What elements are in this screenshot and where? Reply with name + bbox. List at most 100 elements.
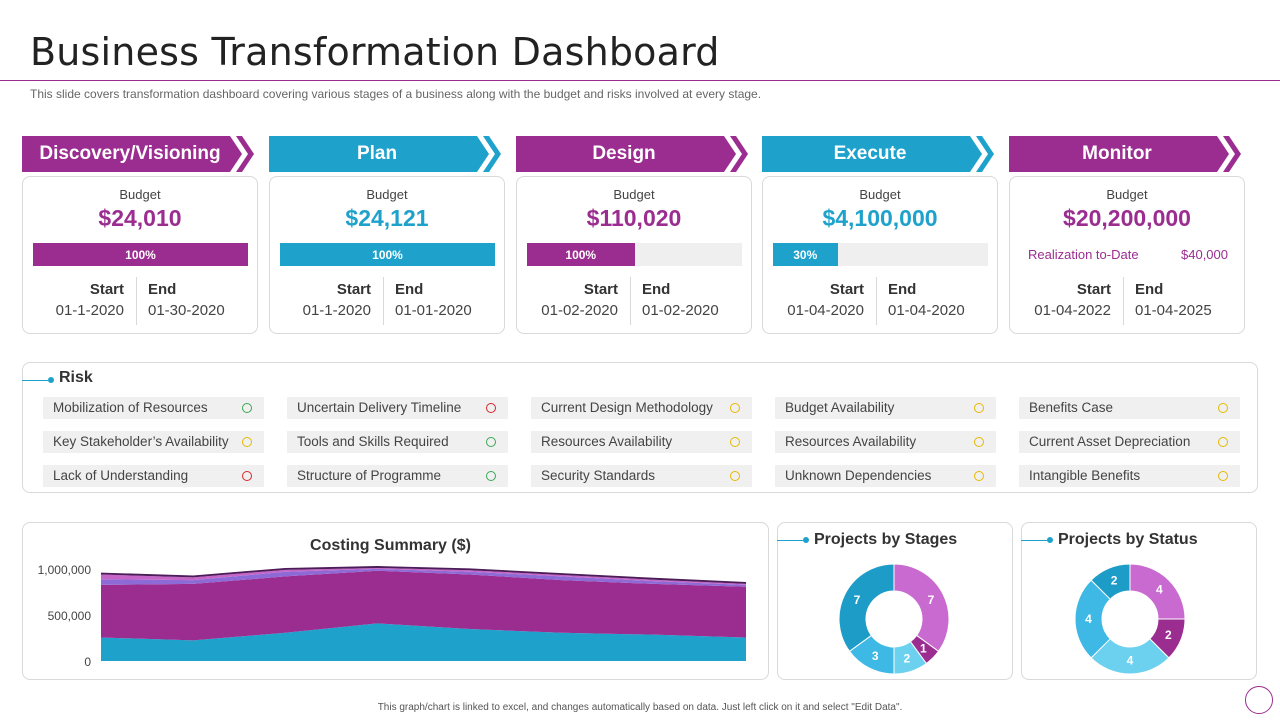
end-value: 01-01-2020 — [395, 302, 472, 319]
area-series-3[interactable] — [101, 567, 746, 585]
stage-card: Budget $24,121 100% Start 01-1-2020 End 01-01-… — [269, 176, 505, 334]
risk-item: Budget Availability — [775, 397, 996, 419]
budget-value: $24,010 — [98, 205, 182, 231]
progress-bar: 100% — [280, 243, 495, 266]
risk-item: Tools and Skills Required — [287, 431, 508, 453]
end-label: End — [148, 281, 177, 298]
realization-row: Realization to-Date $40,000 — [1028, 247, 1228, 262]
start-value: 01-04-2022 — [1034, 302, 1111, 319]
risk-item-label: Security Standards — [541, 468, 656, 483]
stage-header: Plan — [269, 136, 505, 172]
donut-data-label: 2 — [1111, 574, 1118, 588]
end-label: End — [888, 281, 917, 298]
end-value: 01-02-2020 — [642, 302, 719, 319]
progress-fill: 30% — [773, 243, 838, 266]
risk-item-label: Unknown Dependencies — [785, 468, 932, 483]
end-value: 01-30-2020 — [148, 302, 225, 319]
area-series-0[interactable] — [101, 623, 746, 661]
risk-item: Benefits Case — [1019, 397, 1240, 419]
risk-item: Security Standards — [531, 465, 752, 487]
title-divider — [0, 80, 1280, 81]
status-circle-icon — [1218, 403, 1228, 413]
end-date: End 01-04-2025 — [1135, 281, 1212, 319]
budget-value: $4,100,000 — [822, 205, 938, 231]
stage-0: Discovery/Visioning Budget $24,010 100% Star… — [22, 136, 258, 334]
donut-data-label: 2 — [1165, 628, 1172, 642]
start-label: Start — [829, 281, 864, 298]
costing-area-chart[interactable] — [101, 559, 761, 669]
budget-label: Budget — [119, 187, 161, 202]
risk-item-label: Intangible Benefits — [1029, 468, 1141, 483]
risk-item-label: Resources Availability — [541, 434, 673, 449]
donut-slice[interactable] — [893, 563, 950, 653]
area-series-1[interactable] — [101, 570, 746, 641]
donut-data-label: 7 — [854, 593, 861, 607]
progress-bar: 100% — [33, 243, 248, 266]
status-circle-icon — [486, 437, 496, 447]
risk-item: Unknown Dependencies — [775, 465, 996, 487]
status-circle-icon — [974, 403, 984, 413]
projects-by-status-donut[interactable]: 4 2 4 4 2 — [1070, 559, 1190, 679]
progress-fill: 100% — [280, 243, 495, 266]
start-value: 01-1-2020 — [55, 302, 124, 319]
budget-label: Budget — [366, 187, 408, 202]
risk-item-label: Current Design Methodology — [541, 400, 713, 415]
end-value: 01-04-2025 — [1135, 302, 1212, 319]
budget-value: $24,121 — [345, 205, 429, 231]
risk-item: Current Design Methodology — [531, 397, 752, 419]
end-value: 01-04-2020 — [888, 302, 965, 319]
projects-by-status-panel[interactable]: Projects by Status 4 2 4 4 2 — [1021, 522, 1257, 680]
status-circle-icon — [730, 403, 740, 413]
area-series-4[interactable] — [101, 566, 746, 584]
donut-data-label: 7 — [928, 593, 935, 607]
date-range: Start 01-02-2020 End 01-02-2020 — [517, 277, 751, 327]
donut-data-label: 3 — [872, 649, 879, 663]
status-circle-icon — [242, 403, 252, 413]
date-range: Start 01-1-2020 End 01-30-2020 — [23, 277, 257, 327]
budget-label: Budget — [613, 187, 655, 202]
y-tick-label: 500,000 — [47, 609, 91, 623]
donut-data-label: 2 — [903, 651, 910, 665]
start-date: Start 01-04-2022 — [1034, 281, 1111, 319]
risk-panel: Risk Mobilization of Resources Key Stakeh… — [22, 362, 1258, 493]
end-label: End — [642, 281, 671, 298]
footnote: This graph/chart is linked to excel, and… — [377, 702, 903, 713]
donut-data-label: 4 — [1127, 654, 1134, 668]
donut-slice[interactable] — [1090, 563, 1131, 600]
risk-item-label: Benefits Case — [1029, 400, 1114, 415]
end-date: End 01-30-2020 — [148, 281, 225, 319]
risk-item-label: Key Stakeholder’s Availability — [53, 434, 229, 449]
donut-slice[interactable] — [838, 563, 895, 653]
status-circle-icon — [974, 437, 984, 447]
projects-by-stages-donut[interactable]: 7 12 3 7 — [834, 559, 954, 679]
risk-item: Resources Availability — [531, 431, 752, 453]
risk-item: Uncertain Delivery Timeline — [287, 397, 508, 419]
risk-item: Structure of Programme — [287, 465, 508, 487]
end-date: End 01-01-2020 — [395, 281, 472, 319]
end-date: End 01-04-2020 — [888, 281, 965, 319]
risk-item-label: Current Asset Depreciation — [1029, 434, 1191, 449]
risk-marker — [22, 377, 54, 383]
budget-label: Budget — [859, 187, 901, 202]
stage-arrow-banner — [1009, 136, 1241, 172]
stage-name: Discovery/Visioning — [39, 143, 221, 164]
end-label: End — [395, 281, 424, 298]
status-circle-icon — [242, 471, 252, 481]
costing-summary-panel[interactable]: Costing Summary ($) 1,000,000 500,000 0 — [22, 522, 769, 680]
risk-item-label: Uncertain Delivery Timeline — [297, 400, 462, 415]
stage-card: Budget $24,010 100% Start 01-1-2020 End 01-30-… — [22, 176, 258, 334]
area-series-2[interactable] — [101, 568, 746, 587]
date-divider — [136, 277, 137, 325]
start-value: 01-1-2020 — [302, 302, 371, 319]
start-label: Start — [336, 281, 371, 298]
risk-item-label: Mobilization of Resources — [53, 400, 208, 415]
stage-header: Discovery/Visioning — [22, 136, 258, 172]
stage-arrow-banner — [22, 136, 254, 172]
status-circle-icon — [974, 471, 984, 481]
realization-value: $40,000 — [1181, 247, 1228, 262]
chart-title: Projects by Stages — [814, 531, 958, 548]
stage-3: Execute Budget $4,100,000 30% Start 01-04-202… — [762, 136, 998, 334]
end-label: End — [1135, 281, 1164, 298]
risk-item: Current Asset Depreciation — [1019, 431, 1240, 453]
